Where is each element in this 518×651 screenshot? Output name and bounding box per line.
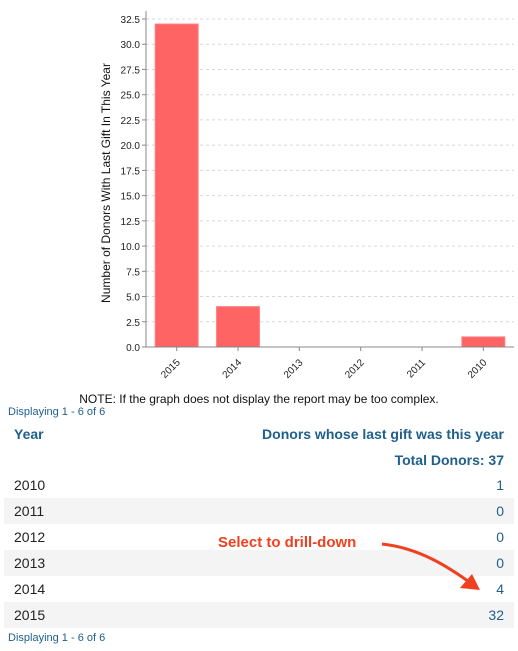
y-tick-label: 17.5 bbox=[121, 166, 141, 177]
y-tick-label: 2.5 bbox=[126, 318, 140, 329]
table-row: 2010 1 bbox=[4, 472, 514, 498]
y-tick-label: 0.0 bbox=[126, 343, 140, 354]
y-axis-label: Number of Donors With Last Gift In This … bbox=[99, 63, 113, 303]
x-tick-label: 2010 bbox=[466, 357, 490, 381]
chart-note: NOTE: If the graph does not display the … bbox=[79, 392, 439, 406]
bar-2014 bbox=[216, 306, 260, 348]
row-count-link[interactable]: 1 bbox=[496, 477, 504, 493]
bar-2010 bbox=[461, 336, 506, 348]
x-tick-label: 2013 bbox=[282, 357, 306, 381]
row-year: 2011 bbox=[14, 503, 45, 519]
table-row: 2012 0 bbox=[4, 524, 514, 550]
table-row: 2015 32 bbox=[4, 602, 514, 628]
bar-chart: 0.0 2.5 5.0 7.5 10.0 12.5 15.0 17.5 20.0 22.5 25.0… bbox=[99, 11, 514, 381]
chart-panel: 0.0 2.5 5.0 7.5 10.0 12.5 15.0 17.5 20.0 22.5 25.0… bbox=[42, 0, 514, 388]
bar-2015 bbox=[154, 23, 199, 348]
table-row: 2014 4 bbox=[4, 576, 514, 602]
x-tick-label: 2014 bbox=[221, 357, 245, 381]
y-tick-label: 12.5 bbox=[121, 217, 141, 228]
y-tick-label: 10.0 bbox=[121, 242, 141, 253]
total-donors: Total Donors: 37 bbox=[394, 452, 504, 468]
y-tick-label: 25.0 bbox=[121, 91, 141, 102]
y-tick-label: 27.5 bbox=[121, 65, 141, 76]
x-tick-label: 2011 bbox=[405, 357, 428, 380]
table-row: 2013 0 bbox=[4, 550, 514, 576]
paging-info-bottom: Displaying 1 - 6 of 6 bbox=[8, 632, 106, 644]
y-tick-label: 32.5 bbox=[121, 15, 141, 26]
row-count-link[interactable]: 4 bbox=[496, 581, 504, 597]
row-year: 2012 bbox=[14, 529, 46, 545]
y-tick-label: 7.5 bbox=[126, 267, 140, 278]
y-tick-label: 15.0 bbox=[121, 192, 141, 203]
y-tick-label: 20.0 bbox=[121, 141, 141, 152]
row-year: 2010 bbox=[14, 477, 46, 493]
row-count-link[interactable]: 32 bbox=[488, 607, 504, 623]
drill-down-callout: Select to drill-down bbox=[218, 534, 357, 551]
paging-info-top: Displaying 1 - 6 of 6 bbox=[8, 406, 106, 418]
y-tick-label: 5.0 bbox=[126, 293, 140, 304]
row-year: 2014 bbox=[14, 581, 46, 597]
row-year: 2013 bbox=[14, 555, 46, 571]
table-row: 2011 0 bbox=[4, 498, 514, 524]
row-count-link[interactable]: 0 bbox=[496, 555, 504, 571]
callout-arrow-icon bbox=[381, 542, 480, 590]
x-tick-label: 2012 bbox=[343, 357, 367, 381]
column-header-year[interactable]: Year bbox=[14, 426, 44, 442]
column-header-donors[interactable]: Donors whose last gift was this year bbox=[262, 426, 504, 442]
plot-area bbox=[146, 11, 514, 347]
y-tick-label: 30.0 bbox=[121, 40, 141, 51]
row-year: 2015 bbox=[14, 607, 46, 623]
row-count-link[interactable]: 0 bbox=[496, 503, 504, 519]
row-count-link[interactable]: 0 bbox=[496, 529, 504, 545]
x-tick-label: 2015 bbox=[159, 357, 183, 381]
y-tick-label: 22.5 bbox=[121, 116, 141, 127]
